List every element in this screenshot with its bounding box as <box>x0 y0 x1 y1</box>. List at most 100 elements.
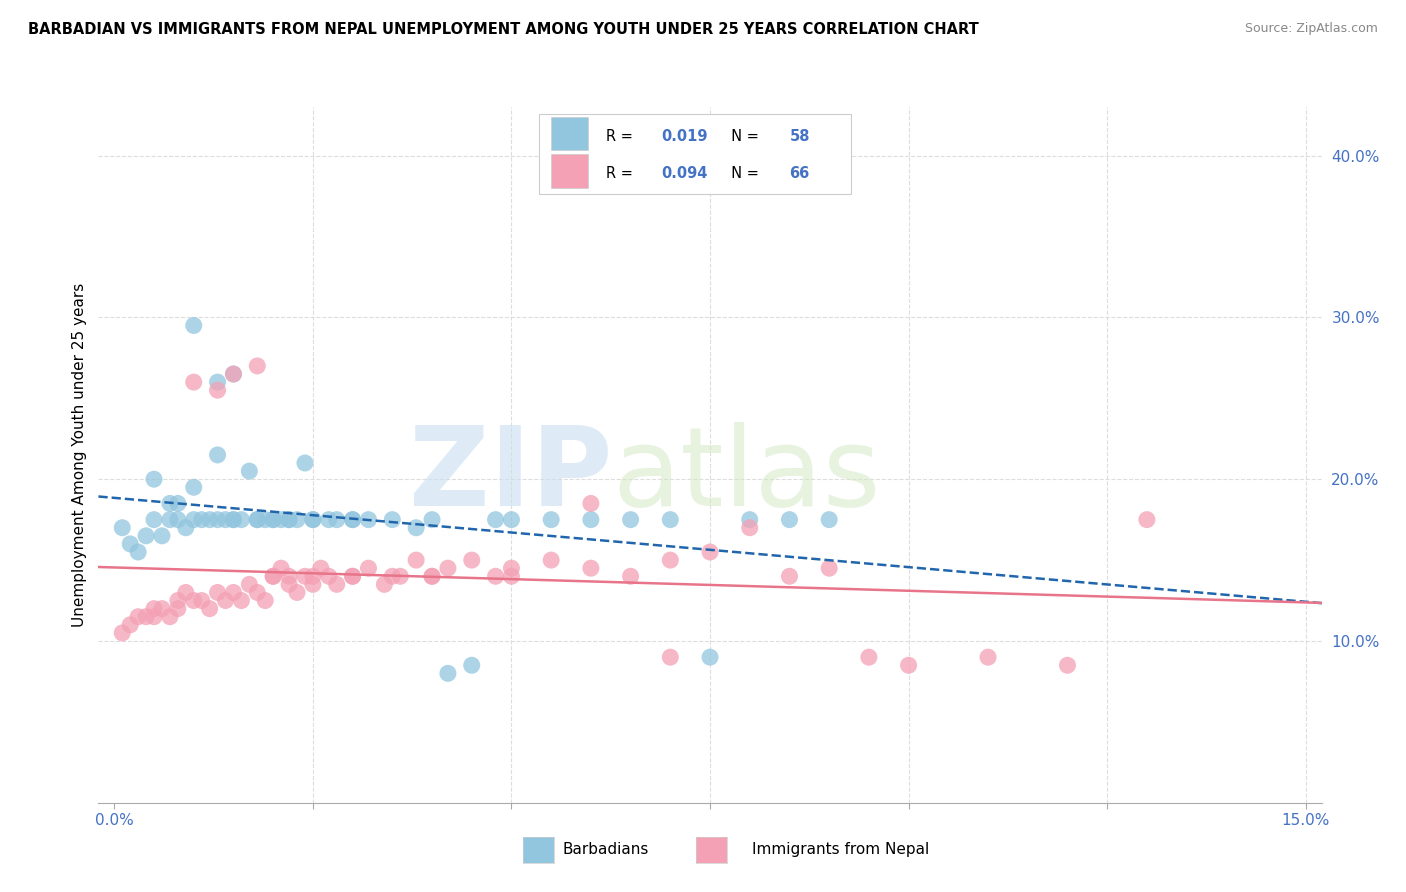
Point <box>302 577 325 591</box>
Point <box>325 577 347 591</box>
Point <box>738 513 761 527</box>
Point <box>285 585 308 599</box>
Point <box>461 658 484 673</box>
Point <box>183 375 205 389</box>
Point <box>143 513 166 527</box>
Point <box>897 658 920 673</box>
Point <box>357 561 380 575</box>
Point <box>190 593 212 607</box>
Point <box>620 513 643 527</box>
Point <box>231 593 253 607</box>
Point <box>150 601 173 615</box>
Point <box>858 650 880 665</box>
Point <box>166 593 188 607</box>
Point <box>285 513 308 527</box>
Point <box>818 561 841 575</box>
Point <box>120 537 142 551</box>
Point <box>484 513 506 527</box>
Y-axis label: Unemployment Among Youth under 25 years: Unemployment Among Youth under 25 years <box>72 283 87 627</box>
Point <box>246 585 269 599</box>
Point <box>389 569 412 583</box>
Point <box>111 626 134 640</box>
Point <box>262 569 284 583</box>
Point <box>127 609 149 624</box>
Point <box>120 617 142 632</box>
Point <box>540 553 562 567</box>
Point <box>325 513 347 527</box>
Point <box>214 513 236 527</box>
Point <box>302 513 325 527</box>
FancyBboxPatch shape <box>551 154 588 187</box>
Point <box>461 553 484 567</box>
FancyBboxPatch shape <box>551 117 588 150</box>
FancyBboxPatch shape <box>538 114 851 194</box>
Point <box>190 513 212 527</box>
Point <box>207 448 229 462</box>
Point <box>214 593 236 607</box>
Point <box>183 480 205 494</box>
Point <box>699 650 721 665</box>
Text: 66: 66 <box>790 166 810 181</box>
Text: N =: N = <box>723 166 763 181</box>
Point <box>166 601 188 615</box>
Point <box>238 464 260 478</box>
Point <box>262 513 284 527</box>
Point <box>302 513 325 527</box>
Text: N =: N = <box>723 129 763 144</box>
Point <box>818 513 841 527</box>
Point <box>342 513 364 527</box>
Text: 0.094: 0.094 <box>661 166 707 181</box>
Point <box>501 513 523 527</box>
Point <box>294 456 316 470</box>
Point <box>437 666 460 681</box>
Point <box>143 472 166 486</box>
Text: BARBADIAN VS IMMIGRANTS FROM NEPAL UNEMPLOYMENT AMONG YOUTH UNDER 25 YEARS CORRE: BARBADIAN VS IMMIGRANTS FROM NEPAL UNEMP… <box>28 22 979 37</box>
Text: 58: 58 <box>790 129 810 144</box>
Point <box>159 609 181 624</box>
Point <box>143 609 166 624</box>
Point <box>778 569 800 583</box>
Text: atlas: atlas <box>612 422 880 529</box>
Point <box>238 577 260 591</box>
Point <box>166 513 188 527</box>
Point <box>207 585 229 599</box>
Point <box>222 367 245 381</box>
Point <box>222 585 245 599</box>
Point <box>183 513 205 527</box>
Point <box>270 513 292 527</box>
Point <box>318 569 340 583</box>
Point <box>620 569 643 583</box>
Point <box>254 513 277 527</box>
Point <box>318 513 340 527</box>
Point <box>484 569 506 583</box>
Point <box>420 513 443 527</box>
Point <box>579 513 602 527</box>
Point <box>420 569 443 583</box>
Point <box>278 577 301 591</box>
Point <box>150 529 173 543</box>
Point <box>659 513 682 527</box>
Point <box>381 569 404 583</box>
Point <box>222 367 245 381</box>
Point <box>270 561 292 575</box>
Point <box>207 513 229 527</box>
Point <box>174 521 197 535</box>
Point <box>540 513 562 527</box>
Point <box>207 375 229 389</box>
Point <box>373 577 395 591</box>
Point <box>127 545 149 559</box>
Text: R =: R = <box>606 166 637 181</box>
Point <box>659 650 682 665</box>
Point <box>207 383 229 397</box>
Point <box>977 650 1000 665</box>
Point <box>309 561 332 575</box>
Point <box>294 569 316 583</box>
Point <box>135 609 157 624</box>
Point <box>246 513 269 527</box>
Point <box>159 513 181 527</box>
Point <box>159 496 181 510</box>
Point <box>342 569 364 583</box>
Text: Immigrants from Nepal: Immigrants from Nepal <box>752 842 929 856</box>
Point <box>111 521 134 535</box>
Point <box>135 529 157 543</box>
